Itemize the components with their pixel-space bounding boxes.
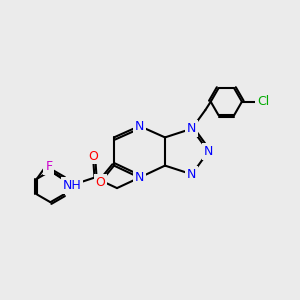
Text: NH: NH <box>63 179 81 192</box>
Text: N: N <box>135 171 144 184</box>
Text: Cl: Cl <box>257 95 269 108</box>
Text: F: F <box>45 160 52 173</box>
Text: N: N <box>187 168 196 181</box>
Text: O: O <box>88 149 98 163</box>
Text: O: O <box>96 176 105 189</box>
Text: N: N <box>204 145 213 158</box>
Text: N: N <box>187 122 196 135</box>
Text: N: N <box>135 119 144 133</box>
